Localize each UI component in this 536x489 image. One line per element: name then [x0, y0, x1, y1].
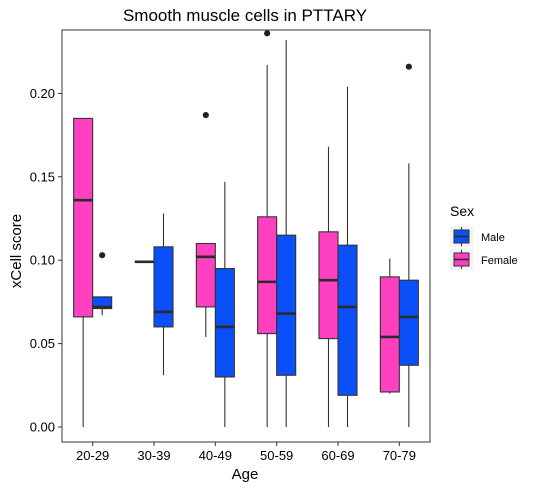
chart-title: Smooth muscle cells in PTTARY	[123, 6, 367, 25]
box-series-group	[73, 30, 419, 427]
x-tick-label: 40-49	[199, 448, 232, 463]
legend-key-male	[450, 226, 473, 247]
box-iqr	[318, 231, 339, 340]
box-iqr	[195, 242, 216, 308]
outlier-point	[264, 30, 271, 37]
box-female-60-69	[318, 146, 339, 427]
box-male-20-29	[92, 252, 113, 316]
y-tick-label: 0.15	[30, 169, 55, 184]
x-tick-label: 20-29	[76, 448, 109, 463]
box-iqr	[398, 279, 419, 366]
box-male-60-69	[337, 86, 358, 427]
legend-label-female: Female	[481, 255, 518, 267]
y-axis-title: xCell score	[8, 214, 25, 288]
box-iqr	[73, 117, 94, 318]
box-iqr	[276, 234, 297, 376]
y-tick-label: 0.10	[30, 253, 55, 268]
legend-key-female	[450, 249, 473, 270]
y-axis: 0.00 0.05 0.10 0.15 0.20	[30, 86, 62, 434]
box-iqr	[92, 296, 113, 310]
x-tick-label: 30-39	[137, 448, 170, 463]
box-male-70-79	[398, 63, 419, 427]
box-male-50-59	[276, 40, 297, 427]
box-male-40-49	[214, 181, 235, 427]
x-tick-label: 60-69	[321, 448, 354, 463]
outlier-point	[99, 252, 106, 259]
box-male-30-39	[153, 213, 174, 376]
legend: Sex Male Female	[450, 203, 518, 270]
y-tick-label: 0.00	[30, 419, 55, 434]
y-tick-label: 0.20	[30, 86, 55, 101]
box-iqr	[214, 267, 235, 378]
outlier-point	[202, 111, 209, 119]
x-tick-label: 70-79	[383, 448, 416, 463]
plot-panel	[61, 29, 431, 443]
box-iqr	[337, 244, 358, 396]
box-iqr	[379, 276, 400, 393]
outlier-point	[405, 63, 412, 70]
legend-title: Sex	[450, 203, 474, 219]
box-female-20-29	[73, 117, 94, 427]
x-axis-title: Age	[232, 466, 259, 483]
legend-label-male: Male	[481, 232, 505, 244]
box-iqr	[153, 246, 174, 328]
box-female-70-79	[379, 258, 400, 394]
x-tick-label: 50-59	[260, 448, 293, 463]
y-tick-label: 0.05	[30, 336, 55, 351]
x-axis: 20-29 30-39 40-49 50-59 60-69 70-79	[76, 442, 416, 463]
box-iqr	[257, 216, 278, 335]
